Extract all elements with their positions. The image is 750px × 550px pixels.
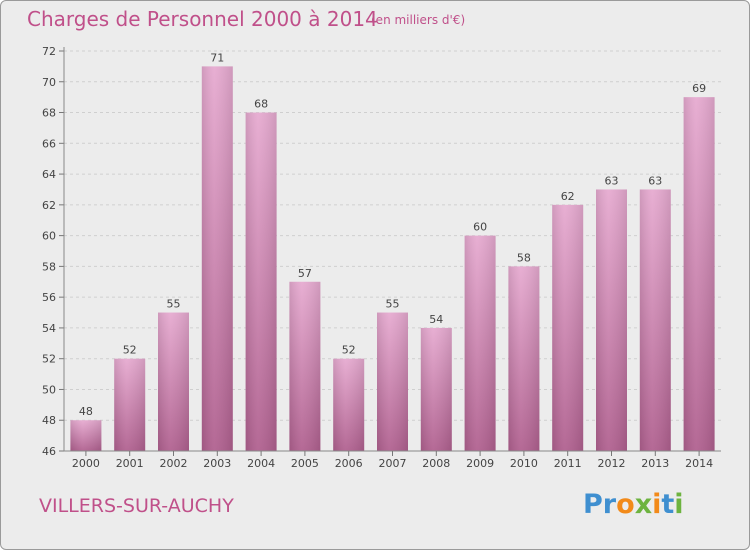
bar-shade — [289, 281, 321, 451]
bar-shade — [683, 97, 715, 452]
logo-letter: i — [652, 489, 662, 520]
bar-value-label: 55 — [167, 298, 181, 311]
x-tick-label: 2008 — [422, 457, 450, 470]
bar-value-label: 57 — [298, 267, 312, 280]
bar-shade — [639, 189, 671, 451]
y-tick-label: 58 — [42, 260, 56, 273]
x-tick-label: 2006 — [335, 457, 363, 470]
bar-value-label: 63 — [648, 174, 662, 187]
x-tick-label: 2013 — [641, 457, 669, 470]
bar-value-label: 52 — [123, 344, 137, 357]
logo-letter: o — [616, 489, 635, 520]
bar-shade — [201, 66, 233, 451]
bar-shade — [114, 358, 146, 451]
x-tick-label: 2014 — [685, 457, 713, 470]
x-tick-label: 2011 — [554, 457, 582, 470]
y-tick-label: 60 — [42, 230, 56, 243]
bar-shade — [508, 266, 540, 451]
y-tick-label: 48 — [42, 414, 56, 427]
city-name: VILLERS-SUR-AUCHY — [39, 495, 234, 517]
bar-value-label: 60 — [473, 221, 487, 234]
y-tick-label: 70 — [42, 76, 56, 89]
y-tick-label: 66 — [42, 137, 56, 150]
bars-layer: 48 52 55 71 68 57 52 55 54 60 58 62 63 63 69 — [70, 51, 715, 452]
bar-shade — [420, 327, 452, 451]
x-tick-label: 2001 — [116, 457, 144, 470]
bar-shade — [377, 312, 408, 451]
y-tick-label: 56 — [42, 291, 56, 304]
bar-value-label: 63 — [605, 174, 619, 187]
logo-letter: x — [634, 489, 653, 520]
bar-value-label: 69 — [692, 82, 706, 95]
chart-subtitle: (en milliers d'€) — [371, 13, 466, 27]
y-tick-label: 62 — [42, 199, 56, 212]
x-tick-label: 2002 — [160, 457, 188, 470]
y-tick-label: 72 — [42, 45, 56, 58]
logo-letter: P — [583, 489, 603, 520]
y-tick-label: 50 — [42, 383, 56, 396]
x-tick-label: 2012 — [598, 457, 626, 470]
bar-value-label: 58 — [517, 251, 531, 264]
bar-value-label: 54 — [429, 313, 443, 326]
logo-letter: i — [674, 489, 684, 520]
x-tick-label: 2007 — [379, 457, 407, 470]
x-tick-label: 2003 — [203, 457, 231, 470]
bar-value-label: 48 — [79, 405, 93, 418]
x-tick-label: 2005 — [291, 457, 319, 470]
x-tick-label: 2009 — [466, 457, 494, 470]
bar-value-label: 68 — [254, 98, 268, 111]
bar-shade — [596, 189, 627, 451]
bar-value-label: 71 — [210, 51, 224, 64]
x-tick-label: 2010 — [510, 457, 538, 470]
bar-shade — [552, 204, 584, 451]
logo-letter: t — [661, 489, 675, 520]
bar-shade — [70, 420, 102, 451]
bar-shade — [464, 235, 496, 451]
y-tick-label: 54 — [42, 322, 56, 335]
y-tick-label: 64 — [42, 168, 56, 181]
y-tick-label: 68 — [42, 107, 56, 120]
axis-layer: 46 48 50 52 54 56 58 60 62 64 66 68 70 72 2000 2001 2002… — [42, 45, 721, 470]
x-tick-label: 2000 — [72, 457, 100, 470]
y-tick-label: 52 — [42, 353, 56, 366]
bar-shade — [333, 358, 365, 451]
y-tick-label: 46 — [42, 445, 56, 458]
x-tick-label: 2004 — [247, 457, 275, 470]
bar-value-label: 52 — [342, 344, 356, 357]
bar-shade — [158, 312, 189, 451]
bar-value-label: 55 — [386, 298, 400, 311]
logo-letter: r — [602, 489, 617, 520]
bar-shade — [245, 112, 277, 452]
chart-title: Charges de Personnel 2000 à 2014 — [27, 7, 378, 31]
proxiti-logo: Proxiti — [583, 489, 684, 520]
bar-value-label: 62 — [561, 190, 575, 203]
